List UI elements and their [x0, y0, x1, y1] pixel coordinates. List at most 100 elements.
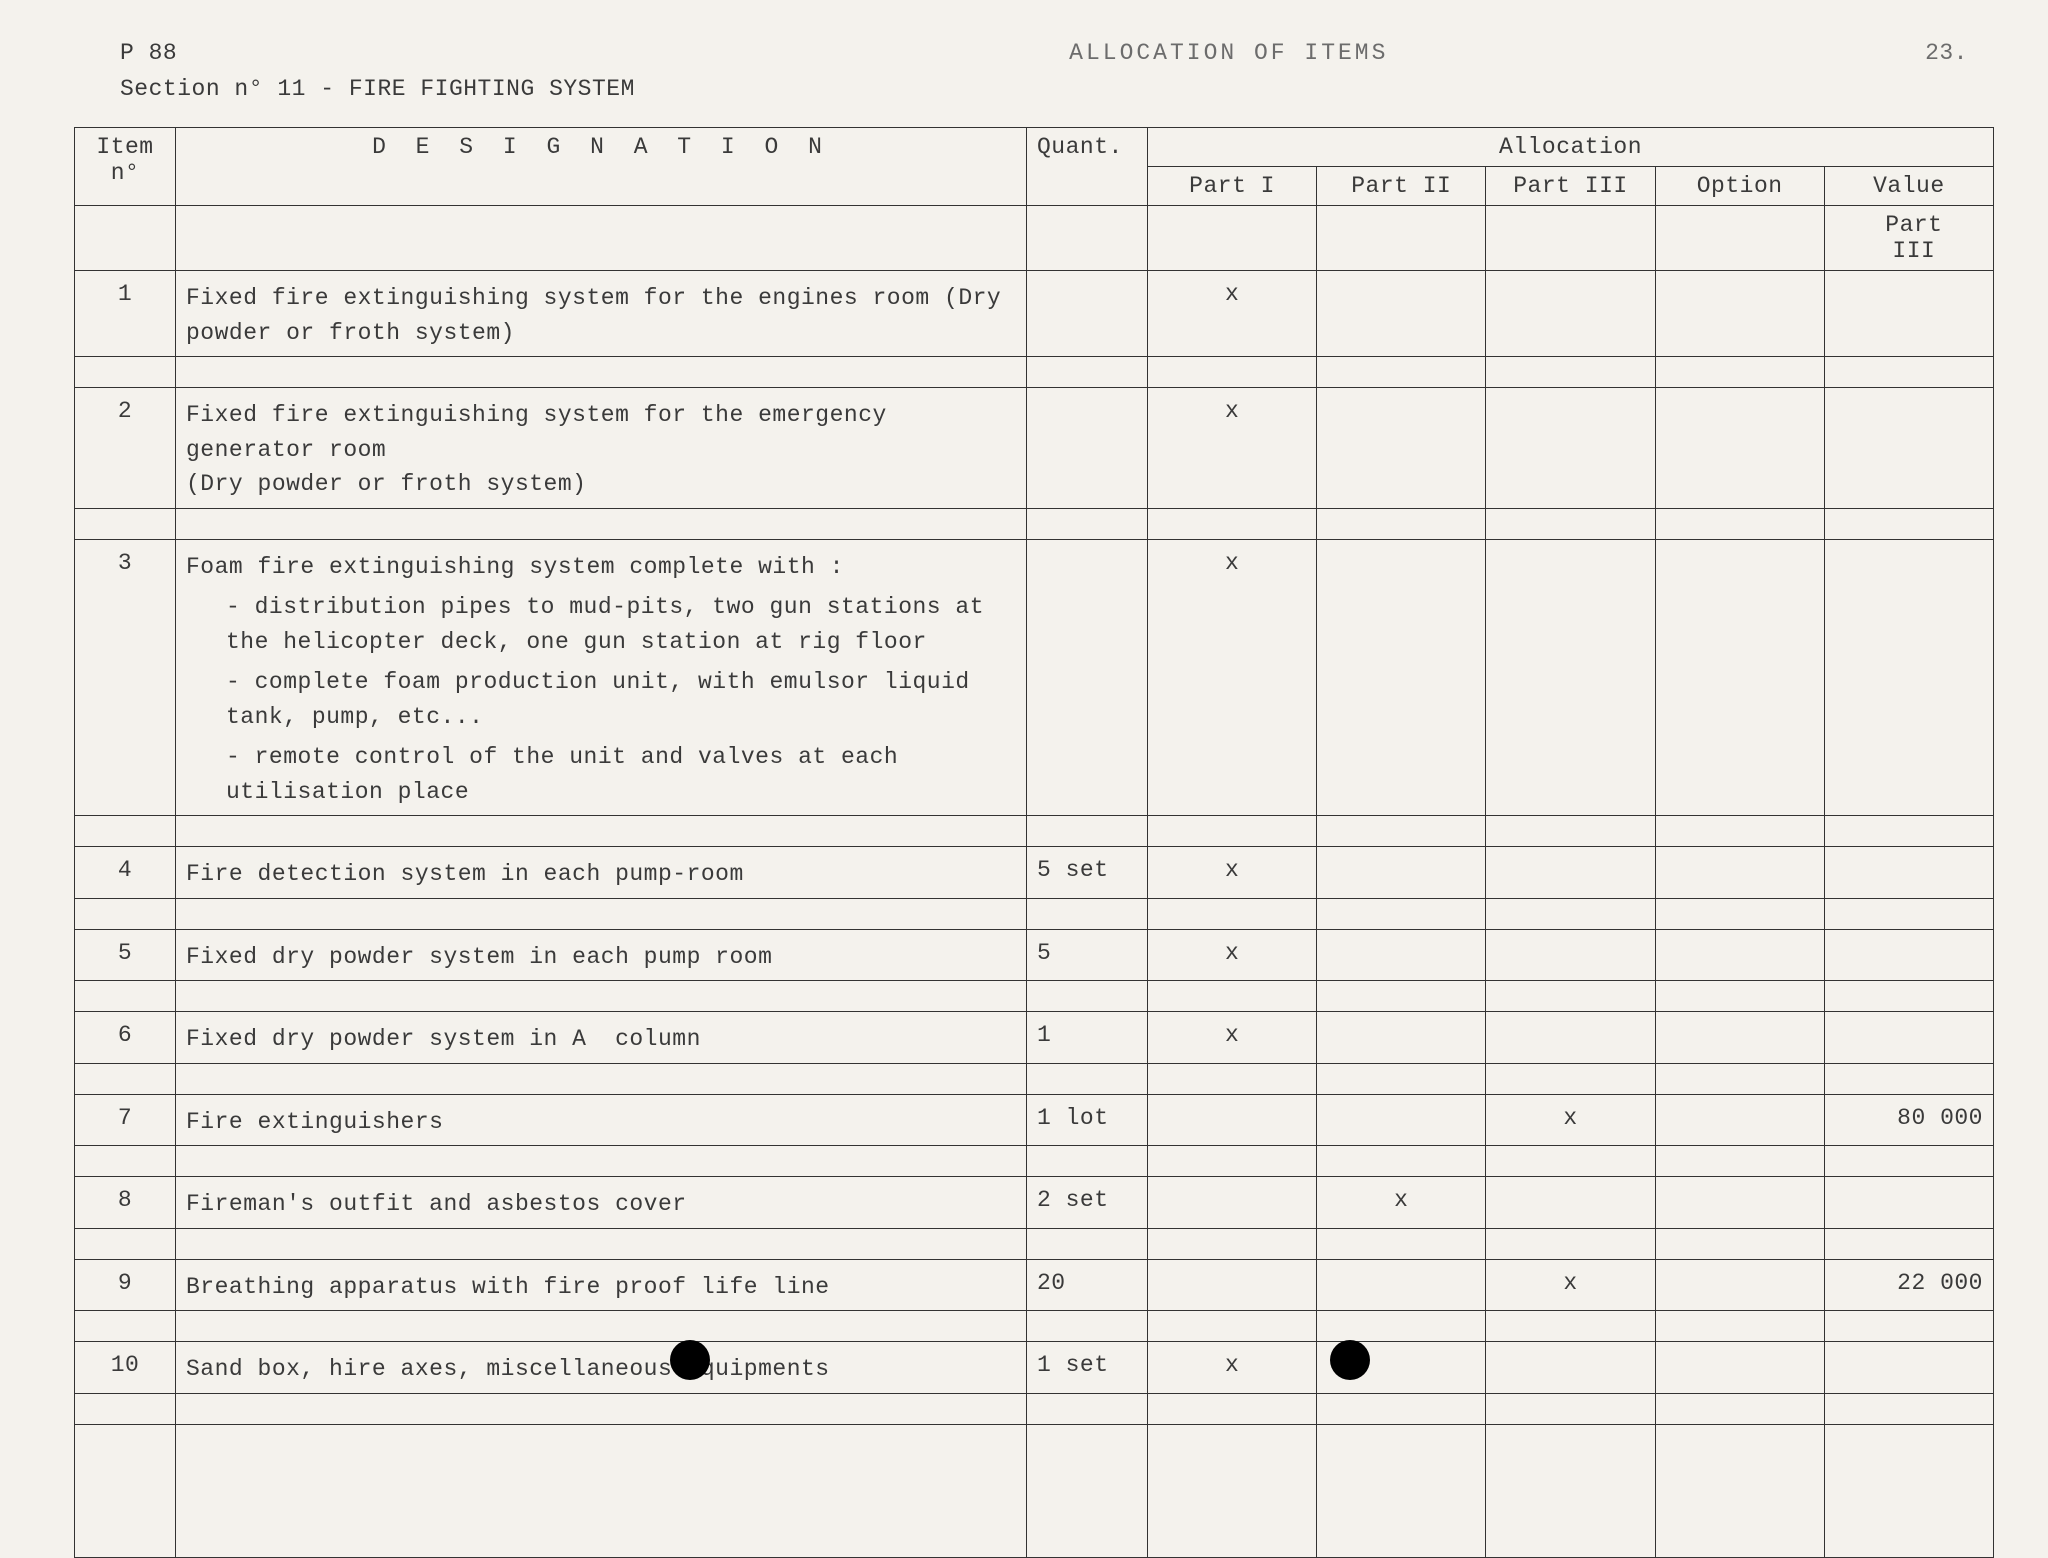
cell-option — [1655, 206, 1824, 271]
designation-subline: - complete foam production unit, with em… — [186, 665, 1016, 734]
cell-part3: x — [1486, 1259, 1655, 1311]
cell-designation: Breathing apparatus with fire proof life… — [176, 1259, 1027, 1311]
cell-item: 10 — [75, 1342, 176, 1394]
spacer-cell — [1027, 508, 1148, 539]
table-row: 7Fire extinguishers1 lotx80 000 — [75, 1094, 1994, 1146]
cell-value: Part III — [1824, 206, 1993, 271]
spacer-cell — [1824, 357, 1993, 388]
spacer-cell — [1824, 1393, 1993, 1424]
spacer-cell — [1824, 1228, 1993, 1259]
col-designation: D E S I G N A T I O N — [176, 128, 1027, 206]
cell-quant — [1027, 271, 1148, 357]
spacer-cell — [1655, 898, 1824, 929]
cell-value — [1824, 1177, 1993, 1229]
cell-option — [1655, 1342, 1824, 1394]
spacer-cell — [75, 1311, 176, 1342]
document-page: P 88 ALLOCATION OF ITEMS 23. Section n° … — [0, 0, 2048, 1444]
spacer-cell — [1027, 1311, 1148, 1342]
cell-option — [1655, 929, 1824, 981]
cell-option — [1655, 1012, 1824, 1064]
spacer-cell — [1486, 1311, 1655, 1342]
cell-item: 8 — [75, 1177, 176, 1229]
spacer-cell — [1027, 1146, 1148, 1177]
spacer-cell — [1148, 1063, 1317, 1094]
cell-quant: 2 set — [1027, 1177, 1148, 1229]
spacer-cell — [1655, 1146, 1824, 1177]
cell-designation: Fixed dry powder system in each pump roo… — [176, 929, 1027, 981]
cell-part3: x — [1486, 1094, 1655, 1146]
spacer-cell — [75, 981, 176, 1012]
col-allocation: Allocation — [1148, 128, 1994, 167]
cell-item: 9 — [75, 1259, 176, 1311]
spacer-cell — [1655, 981, 1824, 1012]
spacer-cell — [1486, 816, 1655, 847]
cell-item: 1 — [75, 271, 176, 357]
cell-designation: Fixed dry powder system in A column — [176, 1012, 1027, 1064]
table-row: 3Foam fire extinguishing system complete… — [75, 539, 1994, 816]
cell-quant: 1 lot — [1027, 1094, 1148, 1146]
spacer-cell — [1027, 1228, 1148, 1259]
hole-punch-icon — [1330, 1340, 1370, 1380]
spacer-cell — [75, 1228, 176, 1259]
cell-option — [1655, 388, 1824, 509]
cell-part1: x — [1148, 539, 1317, 816]
row-spacer — [75, 1228, 1994, 1259]
cell-item: 6 — [75, 1012, 176, 1064]
col-part3: Part III — [1486, 167, 1655, 206]
cell-item: 7 — [75, 1094, 176, 1146]
cell-part1: x — [1148, 1342, 1317, 1394]
cell-quant: 20 — [1027, 1259, 1148, 1311]
cell-part1 — [1148, 1094, 1317, 1146]
cell-part3 — [1486, 206, 1655, 271]
cell-part3 — [1486, 1012, 1655, 1064]
spacer-cell — [1486, 508, 1655, 539]
cell-part3 — [1486, 847, 1655, 899]
spacer-cell — [1027, 1393, 1148, 1424]
spacer-cell — [1148, 981, 1317, 1012]
spacer-cell — [1486, 1063, 1655, 1094]
table-body: Part III1Fixed fire extinguishing system… — [75, 206, 1994, 1558]
cell-part2 — [1317, 539, 1486, 816]
spacer-cell — [1824, 1311, 1993, 1342]
spacer-cell — [1027, 981, 1148, 1012]
cell-part3 — [1486, 1342, 1655, 1394]
spacer-cell — [1027, 898, 1148, 929]
col-part1: Part I — [1148, 167, 1317, 206]
table-row: 4Fire detection system in each pump-room… — [75, 847, 1994, 899]
row-spacer — [75, 816, 1994, 847]
hole-punch-icon — [670, 1340, 710, 1380]
spacer-cell — [1317, 1146, 1486, 1177]
cell-part1 — [1148, 1177, 1317, 1229]
spacer-cell — [1027, 816, 1148, 847]
spacer-cell — [1317, 1063, 1486, 1094]
table-row: 5Fixed dry powder system in each pump ro… — [75, 929, 1994, 981]
spacer-cell — [1317, 816, 1486, 847]
cell-quant — [1027, 206, 1148, 271]
cell-part1: x — [1148, 847, 1317, 899]
cell-quant — [1027, 388, 1148, 509]
cell-part1 — [1148, 206, 1317, 271]
spacer-cell — [1148, 1146, 1317, 1177]
designation-subline: - remote control of the unit and valves … — [186, 740, 1016, 809]
designation-subline: - distribution pipes to mud-pits, two gu… — [186, 590, 1016, 659]
cell-value — [1824, 271, 1993, 357]
spacer-cell — [1824, 816, 1993, 847]
spacer-cell — [1655, 1063, 1824, 1094]
cell-part2 — [1317, 1012, 1486, 1064]
spacer-cell — [1824, 898, 1993, 929]
row-spacer — [75, 1146, 1994, 1177]
cell-value — [1824, 1012, 1993, 1064]
spacer-cell — [1317, 357, 1486, 388]
spacer-cell — [1148, 1311, 1317, 1342]
table-row: Part III — [75, 206, 1994, 271]
cell-item: 5 — [75, 929, 176, 981]
spacer-cell — [1486, 1393, 1655, 1424]
spacer-cell — [176, 816, 1027, 847]
cell-part2 — [1317, 1259, 1486, 1311]
row-spacer — [75, 357, 1994, 388]
spacer-cell — [1148, 816, 1317, 847]
spacer-cell — [1655, 816, 1824, 847]
cell-value — [1824, 539, 1993, 816]
table-row: 8Fireman's outfit and asbestos cover2 se… — [75, 1177, 1994, 1229]
spacer-cell — [1824, 508, 1993, 539]
